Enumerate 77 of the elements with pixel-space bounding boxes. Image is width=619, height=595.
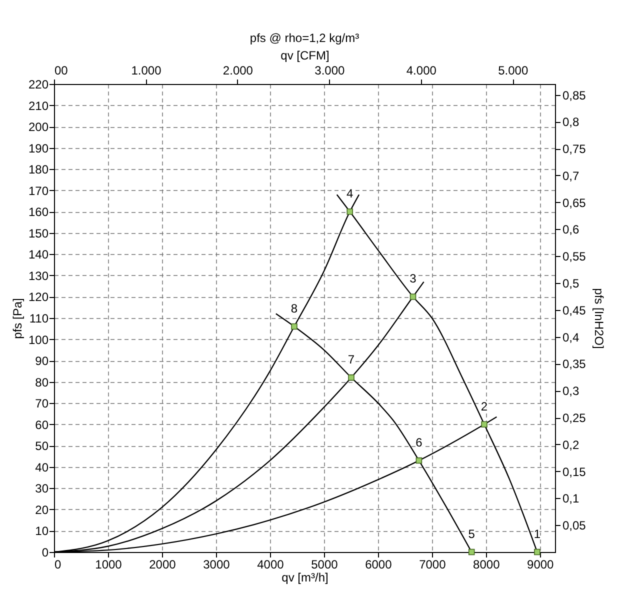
y-tick-label: 130	[28, 268, 49, 283]
y2-tick-label: 0,05	[562, 518, 586, 533]
x2-tick-label: 1.000	[131, 64, 162, 78]
y-tick-label: 40	[35, 460, 49, 474]
y2-tick-label: 0,65	[562, 196, 586, 210]
point	[346, 208, 353, 215]
y-tick-label: 190	[28, 141, 49, 156]
point	[481, 421, 488, 428]
chart-title: pfs @ rho=1,2 kg/m³	[250, 31, 360, 45]
y-tick-label: 110	[29, 312, 49, 326]
y2-tick-label: 0,15	[562, 464, 586, 479]
point	[291, 323, 298, 330]
y-tick-label: 160	[28, 205, 49, 220]
y-tick-label: 70	[35, 396, 49, 411]
point	[410, 294, 416, 300]
x-tick-label: 3000	[203, 558, 230, 572]
point	[534, 548, 540, 556]
y-tick-label: 200	[28, 120, 49, 134]
y-tick-label: 50	[35, 439, 49, 454]
annotation: 8	[290, 302, 298, 316]
y-tick-label: 170	[28, 184, 49, 198]
x-tick-label: 0	[54, 558, 62, 572]
annotation: 2	[480, 399, 488, 414]
y-tick-label: 180	[28, 162, 49, 177]
x-tick-label: 4000	[257, 558, 284, 572]
y-tick-label: 100	[28, 332, 49, 347]
annotation: 5	[468, 527, 476, 541]
y2-tick-label: 0,1	[562, 492, 580, 506]
point	[468, 548, 475, 556]
y2-tick-label: 0,6	[562, 222, 580, 237]
y2-tick-label: 0,8	[562, 115, 580, 130]
x2-axis-title: qv [CFM]	[280, 48, 330, 62]
y-tick-label: 90	[35, 354, 49, 368]
y2-tick-label: 0,2	[562, 438, 580, 452]
y2-tick-label: 0,4	[562, 330, 580, 344]
y-tick-label: 10	[35, 524, 49, 538]
y-tick-label: 60	[35, 418, 49, 432]
y2-tick-label: 0,45	[562, 303, 586, 318]
y2-tick-label: 0,85	[562, 88, 586, 102]
y-axis-title: pfs [Pa]	[10, 298, 24, 339]
y-tick-label: 150	[28, 226, 49, 240]
y2-tick-label: 0,7	[562, 168, 580, 183]
x-axis-title: qv [m³/h]	[282, 570, 328, 584]
x-tick-label: 6000	[365, 558, 392, 572]
y2-axis-title: pfs [InH2O]	[592, 288, 606, 349]
y2-tick-label: 0,5	[562, 276, 580, 291]
point	[416, 457, 422, 464]
y-tick-label: 30	[35, 482, 49, 496]
x-tick-label: 7000	[419, 558, 446, 572]
x2-tick-label: 5.000	[498, 64, 528, 78]
annotation: 7	[348, 352, 355, 367]
x-tick-label: 5000	[311, 558, 338, 572]
x-tick-label: 9000	[527, 558, 554, 572]
y-tick-label: 80	[35, 375, 49, 390]
x2-tick-label: 3.000	[314, 64, 346, 78]
y-tick-label: 220	[28, 78, 49, 92]
point	[348, 374, 354, 381]
annotation: 6	[416, 436, 423, 450]
y2-tick-label: 0,35	[562, 357, 586, 372]
y2-tick-label: 0,3	[562, 384, 580, 398]
y2-tick-label: 0,75	[562, 142, 586, 156]
x-tick-label: 2000	[149, 558, 176, 572]
x-tick-label: 8000	[473, 558, 500, 572]
y-tick-label: 120	[28, 290, 49, 304]
annotation: 3	[410, 272, 417, 286]
x2-tick-label: 4.000	[406, 64, 437, 78]
y2-tick-label: 0,55	[562, 250, 586, 264]
y-tick-label: 210	[28, 98, 49, 113]
annotation: 1	[534, 527, 541, 541]
x2-tick-label: 2.000	[222, 64, 254, 78]
y2-tick-label: 0,25	[562, 411, 586, 426]
annotation: 4	[346, 186, 354, 201]
x-tick-label: 1000	[95, 558, 122, 572]
x2-tick-label: 00	[54, 64, 68, 78]
y-tick-label: 0	[42, 546, 49, 560]
y-tick-label: 140	[28, 248, 49, 262]
y-tick-label: 20	[35, 502, 49, 517]
